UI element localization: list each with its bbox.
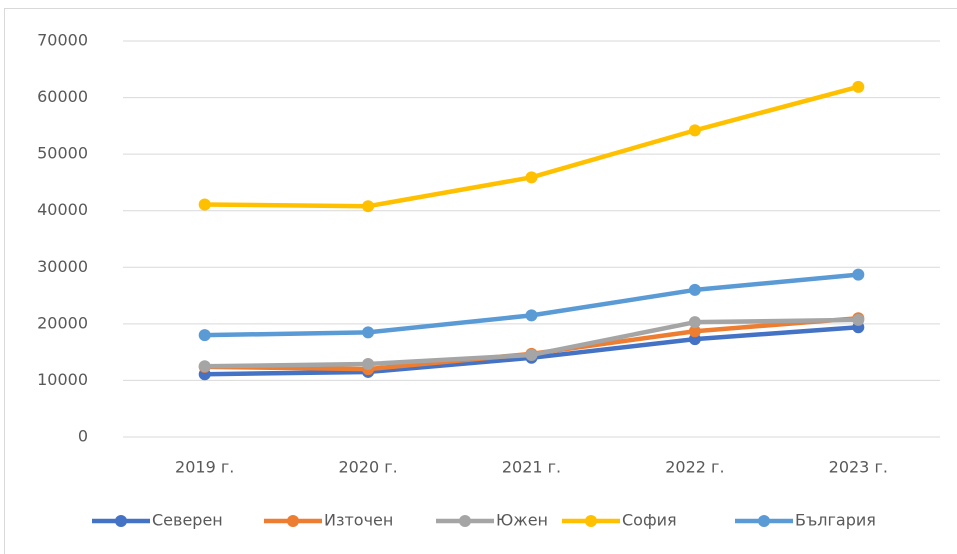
y-tick-label: 10000 bbox=[37, 370, 88, 389]
legend-marker bbox=[115, 515, 127, 527]
y-tick-label: 0 bbox=[78, 427, 88, 446]
data-point bbox=[362, 200, 375, 213]
y-tick-label: 70000 bbox=[37, 31, 88, 50]
x-tick-label: 2022 г. bbox=[665, 458, 724, 477]
y-tick-label: 50000 bbox=[37, 144, 88, 163]
data-point bbox=[688, 316, 701, 329]
data-point bbox=[688, 283, 701, 296]
chart-border bbox=[4, 8, 957, 554]
legend-label: Източен bbox=[324, 511, 393, 530]
data-point bbox=[852, 313, 865, 326]
y-tick-label: 40000 bbox=[37, 200, 88, 219]
data-point bbox=[198, 329, 211, 342]
data-point bbox=[852, 80, 865, 93]
data-point bbox=[525, 309, 538, 322]
legend-label: Северен bbox=[152, 511, 223, 530]
legend-marker bbox=[758, 515, 770, 527]
data-point bbox=[362, 326, 375, 339]
data-point bbox=[362, 358, 375, 371]
legend-label: България bbox=[795, 511, 876, 530]
data-point bbox=[198, 198, 211, 211]
x-tick-label: 2019 г. bbox=[175, 458, 234, 477]
x-tick-label: 2020 г. bbox=[338, 458, 397, 477]
data-point bbox=[198, 360, 211, 373]
legend-label: Южен bbox=[496, 511, 548, 530]
y-tick-label: 20000 bbox=[37, 313, 88, 332]
y-tick-label: 60000 bbox=[37, 87, 88, 106]
x-tick-label: 2023 г. bbox=[829, 458, 888, 477]
legend-marker bbox=[459, 515, 471, 527]
legend-label: София bbox=[622, 511, 677, 530]
y-tick-label: 30000 bbox=[37, 257, 88, 276]
x-tick-label: 2021 г. bbox=[502, 458, 561, 477]
legend-marker bbox=[287, 515, 299, 527]
data-point bbox=[525, 348, 538, 361]
data-point bbox=[852, 268, 865, 281]
data-point bbox=[688, 124, 701, 137]
data-point bbox=[525, 171, 538, 184]
legend-marker bbox=[585, 515, 597, 527]
data-point bbox=[688, 325, 701, 338]
